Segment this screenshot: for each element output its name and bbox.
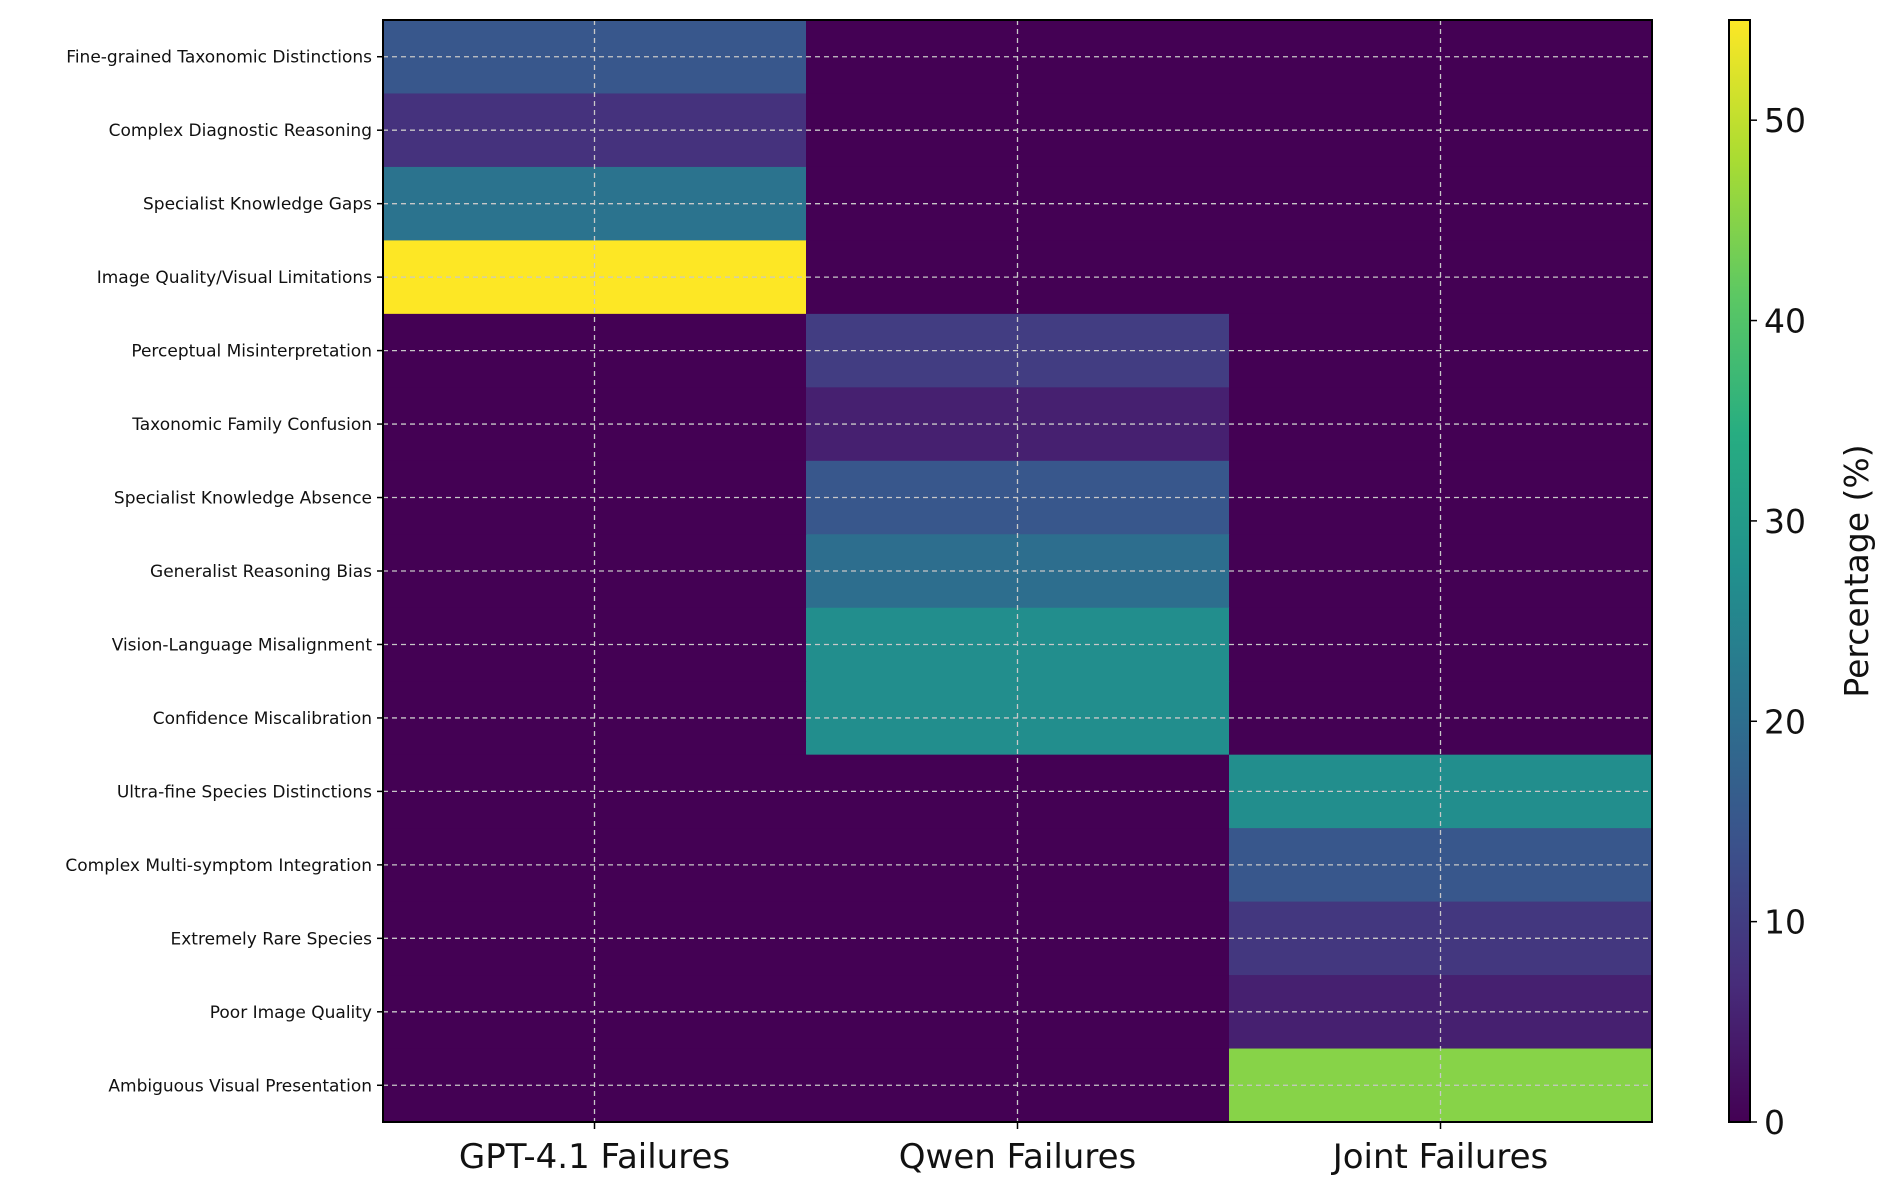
colorbar-tick-label: 10 <box>1764 903 1806 942</box>
row-label: Complex Multi-symptom Integration <box>65 856 372 876</box>
row-label: Confidence Miscalibration <box>153 709 372 729</box>
row-label: Image Quality/Visual Limitations <box>97 268 372 288</box>
row-label: Complex Diagnostic Reasoning <box>109 121 372 141</box>
colorbar <box>1728 19 1751 1123</box>
colorbar-tick-label: 20 <box>1764 702 1806 741</box>
column-label: Qwen Failures <box>899 1137 1136 1177</box>
row-label: Ambiguous Visual Presentation <box>108 1076 372 1096</box>
column-ticks <box>593 1122 1442 1129</box>
column-labels: GPT-4.1 Failures Qwen Failures Joint Failu… <box>459 1137 1548 1177</box>
heatmap-grid <box>383 20 1652 1122</box>
row-label: Perceptual Misinterpretation <box>131 342 372 362</box>
colorbar-label: Percentage (%) <box>1837 444 1876 697</box>
row-label: Taxonomic Family Confusion <box>131 415 372 435</box>
colorbar-tick-label: 0 <box>1764 1103 1785 1142</box>
row-label: Poor Image Quality <box>210 1003 372 1023</box>
row-label: Generalist Reasoning Bias <box>150 562 372 582</box>
colorbar-tick-label: 30 <box>1764 502 1806 541</box>
row-labels: Fine-grained Taxonomic Distinctions Compl… <box>65 48 372 1097</box>
colorbar-tick-label: 50 <box>1764 101 1806 140</box>
row-label: Extremely Rare Species <box>170 929 372 949</box>
colorbar-tick-label: 40 <box>1764 302 1806 341</box>
row-label: Specialist Knowledge Gaps <box>143 195 372 215</box>
row-label: Specialist Knowledge Absence <box>114 489 372 509</box>
row-ticks <box>377 55 383 1087</box>
colorbar-ticks: 0 10 20 30 40 50 <box>1750 101 1806 1142</box>
column-label: GPT-4.1 Failures <box>459 1137 730 1177</box>
row-label: Fine-grained Taxonomic Distinctions <box>66 48 372 68</box>
row-label: Vision-Language Misalignment <box>112 635 373 655</box>
row-label: Ultra-fine Species Distinctions <box>117 782 372 802</box>
column-label: Joint Failures <box>1331 1137 1549 1177</box>
